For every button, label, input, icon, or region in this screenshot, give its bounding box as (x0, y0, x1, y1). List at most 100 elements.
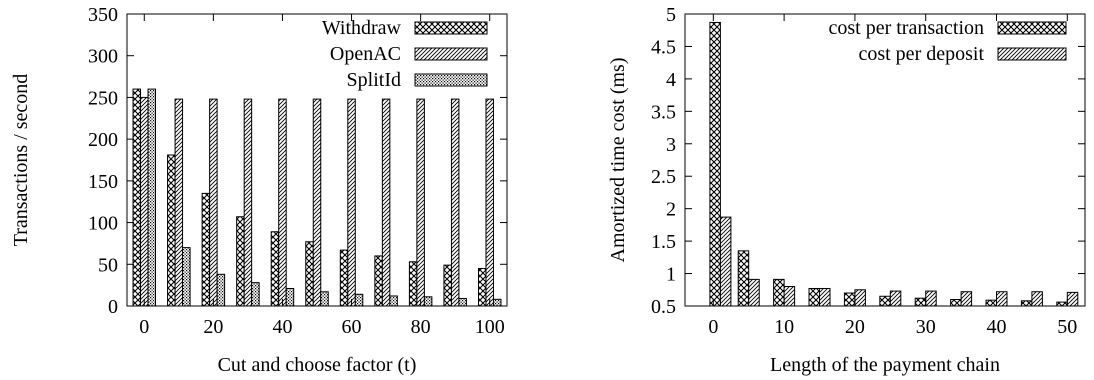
cost-bar-cost-per-transaction (1056, 301, 1068, 307)
cost-y-tick-label: 3 (666, 134, 676, 156)
throughput-legend-swatch (414, 47, 488, 61)
throughput-bar-splitid (354, 293, 364, 307)
throughput-bar-withdraw (443, 264, 452, 307)
throughput-x-tick-label: 20 (203, 316, 223, 338)
throughput-y-tick-label: 50 (98, 254, 118, 276)
cost-x-axis-label: Length of the payment chain (770, 354, 1000, 376)
throughput-legend-swatch (414, 73, 488, 87)
throughput-bar-splitid (251, 282, 260, 307)
throughput-bar-openac (174, 98, 184, 307)
cost-bar-cost-per-deposit (854, 289, 866, 307)
throughput-bar-splitid (458, 297, 467, 307)
throughput-bar-openac (243, 98, 253, 307)
throughput-bar-openac (416, 98, 425, 307)
throughput-bar-withdraw (167, 154, 176, 307)
throughput-legend-swatch (414, 21, 488, 35)
throughput-y-tick-label: 350 (88, 4, 118, 26)
throughput-x-tick-label: 60 (342, 316, 362, 338)
cost-bar-cost-per-deposit (889, 290, 902, 307)
cost-y-tick-label: 1 (666, 264, 676, 286)
throughput-x-tick-label: 0 (139, 316, 149, 338)
cost-bar-cost-per-deposit (925, 290, 937, 307)
cost-y-axis-label: Amortized time cost (ms) (607, 58, 629, 263)
cost-bar-cost-per-transaction (1020, 300, 1033, 307)
throughput-bar-openac (209, 98, 218, 307)
throughput-bar-splitid (182, 247, 191, 307)
cost-y-tick-label: 4 (666, 69, 676, 91)
throughput-bar-openac (450, 98, 460, 307)
cost-bar-cost-per-transaction (808, 287, 821, 307)
throughput-legend-label: SplitId (347, 69, 401, 91)
throughput-chart: 0 50 100 150 200 250 300 350 0 20 40 60 80 100 Withd… (10, 4, 508, 376)
throughput-bar-withdraw (236, 216, 245, 307)
cost-bar-cost-per-transaction (950, 299, 962, 307)
throughput-x-tick-label: 100 (475, 316, 505, 338)
cost-bar-cost-per-deposit (748, 278, 760, 307)
cost-x-tick-label: 10 (774, 316, 794, 338)
throughput-y-tick-label: 300 (88, 46, 118, 68)
cost-bar-cost-per-transaction (709, 21, 721, 307)
cost-bar-cost-per-transaction (843, 292, 856, 307)
throughput-bar-withdraw (374, 255, 383, 307)
cost-legend-label: cost per deposit (858, 43, 984, 65)
cost-legend: cost per transaction cost per deposit (829, 17, 1067, 65)
cost-x-tick-label: 0 (708, 316, 718, 338)
throughput-legend: Withdraw OpenAC SplitId (322, 17, 488, 91)
cost-x-tick-label: 50 (1057, 316, 1077, 338)
throughput-legend-label: Withdraw (322, 17, 402, 39)
cost-bars (709, 21, 1079, 307)
cost-x-tick-label: 30 (916, 316, 936, 338)
cost-x-tick-label: 20 (845, 316, 865, 338)
cost-legend-swatch (997, 21, 1067, 35)
cost-bar-cost-per-deposit (960, 291, 973, 307)
throughput-x-tick-label: 40 (272, 316, 292, 338)
cost-bar-cost-per-transaction (914, 297, 927, 307)
cost-chart: 0.5 1 1.5 2 2.5 3 3.5 4 4.5 5 0 10 20 30 40 50 cost pe… (607, 4, 1086, 376)
throughput-bar-splitid (320, 291, 329, 307)
throughput-legend-label: OpenAC (330, 43, 401, 65)
throughput-bar-openac (312, 98, 322, 307)
throughput-y-tick-label: 100 (88, 213, 118, 235)
cost-y-tick-label: 0.5 (651, 296, 676, 318)
throughput-bar-splitid (492, 298, 502, 307)
throughput-bar-withdraw (477, 267, 487, 307)
cost-bar-cost-per-transaction (737, 250, 750, 307)
cost-y-axis: 0.5 1 1.5 2 2.5 3 3.5 4 4.5 5 (651, 4, 1085, 318)
throughput-bar-withdraw (305, 241, 314, 307)
throughput-bar-openac (381, 98, 391, 307)
throughput-y-tick-label: 0 (108, 296, 118, 318)
throughput-bar-openac (278, 98, 287, 307)
throughput-x-tick-label: 80 (411, 316, 431, 338)
cost-bar-cost-per-deposit (1066, 291, 1079, 307)
throughput-bar-withdraw (132, 88, 142, 307)
throughput-x-axis: 0 20 40 60 80 100 (139, 14, 505, 338)
throughput-plot-frame (126, 13, 508, 307)
cost-y-tick-label: 5 (666, 4, 676, 26)
throughput-bar-withdraw (408, 261, 418, 307)
cost-bar-cost-per-transaction (879, 295, 891, 307)
cost-plot-frame (684, 13, 1086, 307)
cost-legend-label: cost per transaction (829, 17, 985, 39)
throughput-y-axis-label: Transactions / second (10, 74, 32, 247)
throughput-y-axis: 0 50 100 150 200 250 300 350 (88, 4, 507, 318)
cost-x-tick-label: 40 (987, 316, 1007, 338)
throughput-bar-splitid (389, 295, 398, 307)
cost-y-tick-label: 4.5 (651, 36, 676, 58)
throughput-bar-splitid (216, 273, 226, 307)
throughput-bar-withdraw (270, 231, 280, 307)
cost-bar-cost-per-transaction (985, 299, 998, 307)
cost-y-tick-label: 3.5 (651, 101, 676, 123)
throughput-y-tick-label: 200 (88, 129, 118, 151)
throughput-bar-splitid (285, 287, 295, 307)
cost-x-axis: 0 10 20 30 40 50 (708, 14, 1077, 338)
throughput-y-tick-label: 250 (88, 87, 118, 109)
throughput-bars (132, 88, 502, 307)
throughput-bar-openac (485, 98, 494, 307)
cost-y-tick-label: 2.5 (651, 166, 676, 188)
throughput-bar-splitid (147, 88, 157, 307)
cost-bar-cost-per-transaction (773, 278, 785, 307)
cost-bar-cost-per-deposit (719, 216, 732, 307)
cost-bar-cost-per-deposit (1031, 291, 1043, 307)
cost-bar-cost-per-deposit (783, 286, 796, 307)
